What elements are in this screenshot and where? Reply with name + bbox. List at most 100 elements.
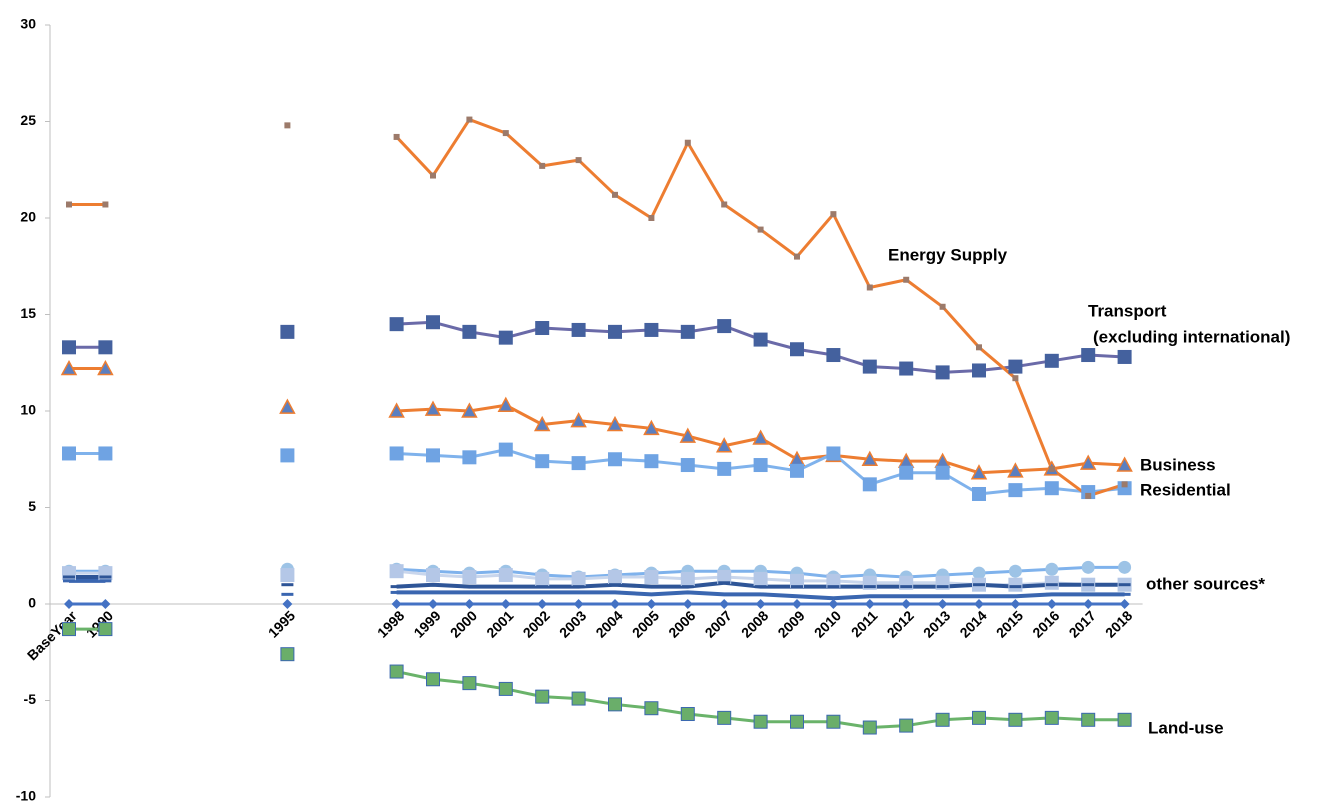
marker (537, 599, 548, 609)
marker (680, 458, 695, 473)
marker (1083, 599, 1094, 609)
marker (533, 415, 551, 432)
marker (1044, 481, 1059, 496)
marker (609, 583, 621, 587)
marker (1008, 483, 1023, 498)
marker (936, 594, 949, 598)
marker (972, 566, 986, 580)
marker (935, 365, 950, 380)
y-tick-label: 0 (28, 595, 36, 611)
marker (98, 622, 113, 637)
marker (1009, 594, 1022, 598)
marker (899, 718, 914, 733)
marker (430, 172, 436, 179)
marker (390, 590, 403, 594)
marker (1010, 599, 1021, 609)
marker (390, 585, 403, 589)
marker (862, 720, 877, 735)
marker (608, 697, 622, 712)
marker (790, 463, 804, 478)
marker (462, 450, 477, 465)
series-label: (excluding international) (1093, 327, 1290, 346)
series-label: Business (1140, 455, 1216, 474)
marker (62, 622, 76, 637)
marker (1079, 454, 1097, 470)
marker (573, 599, 584, 609)
marker (389, 564, 404, 579)
marker (98, 340, 113, 355)
marker (424, 400, 442, 416)
marker (973, 583, 985, 587)
marker (393, 133, 400, 140)
marker (973, 594, 985, 598)
marker (281, 592, 294, 596)
marker (972, 486, 986, 501)
marker (936, 585, 949, 589)
marker (426, 672, 440, 687)
marker (792, 599, 802, 609)
marker (1118, 592, 1131, 596)
marker (461, 402, 478, 418)
marker (646, 599, 657, 609)
marker (752, 429, 769, 445)
marker (645, 585, 658, 589)
marker (1045, 562, 1059, 576)
marker (826, 348, 841, 363)
marker (427, 590, 439, 594)
marker (791, 594, 803, 598)
marker (102, 201, 109, 208)
marker (862, 477, 877, 492)
marker (502, 130, 509, 137)
marker (939, 303, 946, 310)
marker (571, 571, 586, 586)
marker (645, 592, 658, 596)
marker (862, 359, 877, 374)
marker (100, 599, 111, 609)
marker (719, 599, 730, 609)
marker (863, 594, 876, 598)
marker (63, 575, 75, 579)
marker (282, 599, 293, 609)
marker (753, 571, 768, 586)
marker (680, 324, 695, 339)
marker (462, 676, 477, 691)
marker (681, 590, 694, 594)
marker (610, 599, 620, 609)
marker (1044, 575, 1059, 590)
marker (499, 590, 512, 594)
marker (535, 454, 550, 469)
marker (718, 592, 731, 596)
marker (972, 363, 986, 378)
marker (99, 579, 112, 583)
marker (1008, 564, 1022, 578)
marker (826, 714, 841, 729)
marker (970, 464, 988, 480)
marker (609, 590, 621, 594)
marker (1045, 583, 1058, 587)
marker (827, 585, 840, 589)
marker (684, 139, 691, 146)
marker (1044, 710, 1059, 725)
marker (608, 324, 622, 339)
marker (98, 446, 113, 461)
marker (612, 191, 618, 198)
marker (1119, 599, 1130, 609)
marker (644, 322, 659, 337)
marker (570, 412, 587, 428)
marker (679, 427, 697, 443)
marker (753, 714, 768, 729)
marker (62, 446, 76, 461)
marker (280, 324, 295, 339)
marker (827, 596, 840, 600)
marker (794, 253, 800, 260)
marker (899, 465, 914, 480)
marker (388, 402, 405, 418)
marker (718, 581, 731, 585)
marker (497, 396, 515, 412)
marker (499, 585, 512, 589)
marker (1008, 712, 1023, 727)
marker (427, 583, 439, 587)
marker (1007, 462, 1024, 478)
